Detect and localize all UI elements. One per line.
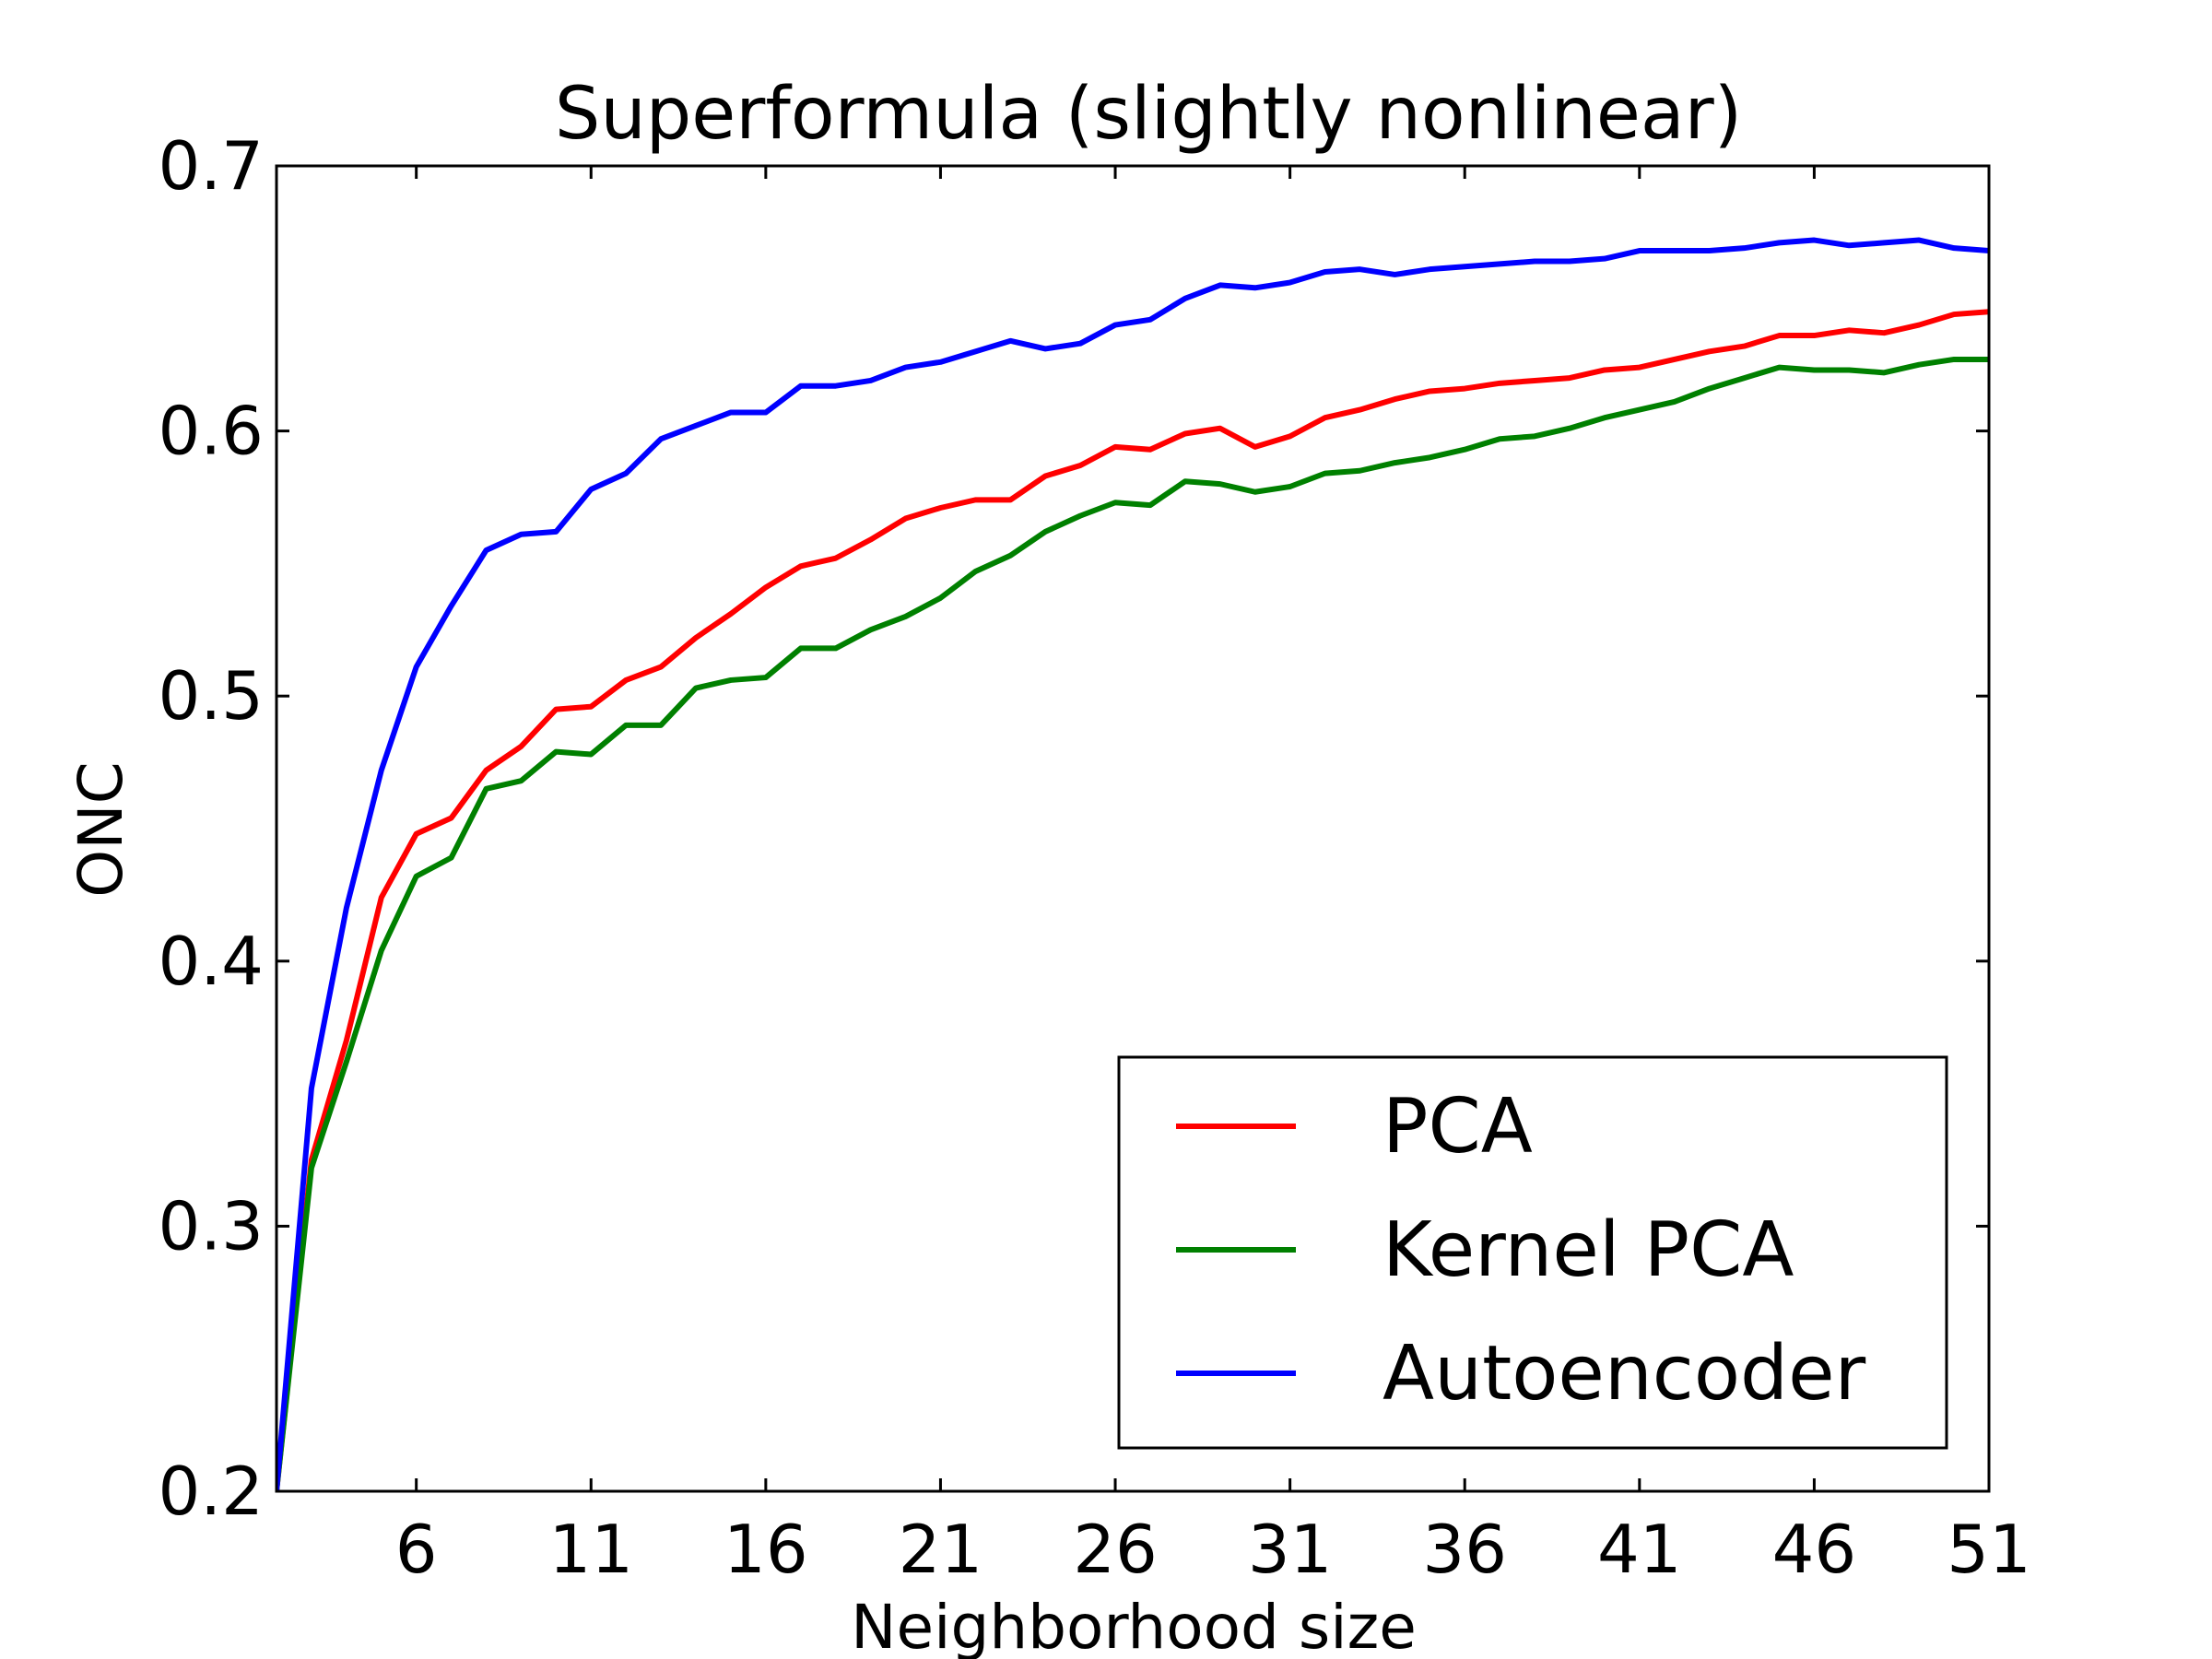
chart-title: Superformula (slightly nonlinear) <box>555 73 1742 156</box>
x-tick-label: 21 <box>899 1511 983 1588</box>
legend-label-autoencoder: Autoencoder <box>1382 1330 1866 1418</box>
axes: 6 11 16 21 26 31 36 41 46 51 0.2 0.3 0.4 0.5 0.6 0.7 <box>158 127 2030 1588</box>
y-tick-label: 0.3 <box>158 1187 264 1265</box>
x-tick-label: 41 <box>1597 1511 1682 1588</box>
series-line-pca <box>276 309 1989 1491</box>
y-axis-label: ONC <box>65 761 136 897</box>
axes-frame <box>275 164 1991 1493</box>
y-tick-label: 0.5 <box>158 657 264 735</box>
x-tick-label: 36 <box>1422 1511 1507 1588</box>
plot-area <box>276 237 1989 1491</box>
y-tick-label: 0.6 <box>158 393 264 470</box>
x-tick-label: 51 <box>1947 1511 2031 1588</box>
series-line-kernel-pca <box>276 356 1989 1491</box>
x-tick-label: 46 <box>1772 1511 1857 1588</box>
x-axis-label: Neighborhood size <box>851 1592 1417 1659</box>
y-tick-label: 0.4 <box>158 923 264 1000</box>
legend-label-kernel-pca: Kernel PCA <box>1382 1206 1794 1294</box>
x-tick-label: 6 <box>395 1511 438 1588</box>
series-line-autoencoder <box>276 237 1989 1491</box>
y-tick-label: 0.2 <box>158 1453 264 1530</box>
x-tick-label: 31 <box>1248 1511 1333 1588</box>
y-tick-label: 0.7 <box>158 127 264 205</box>
x-tick-label: 16 <box>724 1511 808 1588</box>
legend-label-pca: PCA <box>1382 1083 1533 1171</box>
x-tick-label: 11 <box>548 1511 633 1588</box>
x-tick-label: 26 <box>1073 1511 1158 1588</box>
legend: PCA Kernel PCA Autoencoder <box>1117 1055 1948 1450</box>
